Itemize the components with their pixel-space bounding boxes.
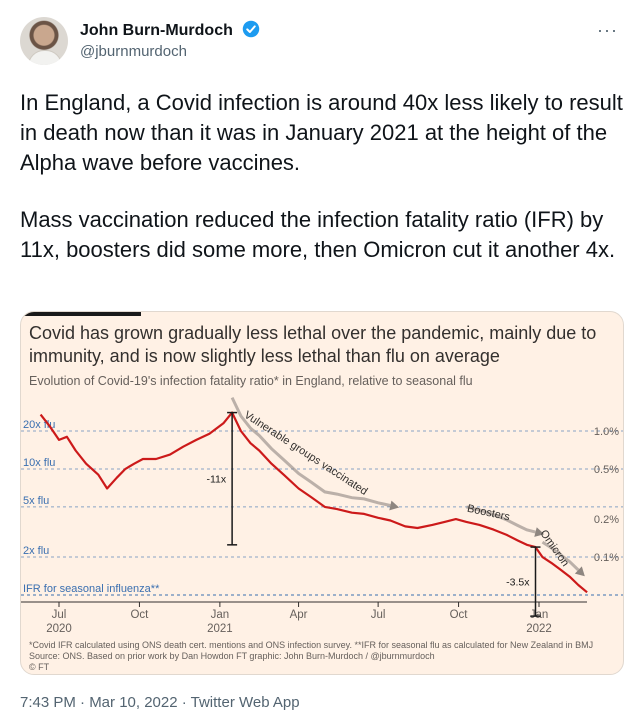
right-axis-label: 1.0% xyxy=(594,426,619,438)
x-tick-label: Jan xyxy=(211,609,230,621)
tweet-paragraph: Mass vaccination reduced the infection f… xyxy=(20,207,616,262)
x-tick-label: Oct xyxy=(130,609,149,621)
gridline-label: 5x flu xyxy=(23,495,49,507)
right-axis-label: 0.1% xyxy=(594,552,619,564)
verified-badge-icon xyxy=(243,20,260,38)
tweet-timestamp[interactable]: 7:43 PM · Mar 10, 2022 · Twitter Web App xyxy=(20,694,300,711)
tweet-paragraph: In England, a Covid infection is around … xyxy=(20,90,623,175)
chart-image[interactable]: Covid has grown gradually less lethal ov… xyxy=(20,311,624,675)
annotation-arrow xyxy=(466,505,536,534)
more-options-icon[interactable]: ··· xyxy=(597,20,618,40)
x-tick-label: Oct xyxy=(450,609,469,621)
range-label: -3.5x xyxy=(506,577,530,589)
x-tick-label: Jul xyxy=(371,609,386,621)
annotation-arrowhead xyxy=(389,500,400,511)
chart-footnotes: *Covid IFR calculated using ONS death ce… xyxy=(29,640,619,673)
chart-title: Covid has grown gradually less lethal ov… xyxy=(29,323,597,366)
tweet-text: In England, a Covid infection is around … xyxy=(20,88,625,292)
x-tick-year-label: 2021 xyxy=(207,623,233,635)
gridline-label: 2x flu xyxy=(23,545,49,557)
ft-top-bar xyxy=(21,312,141,316)
right-axis-label: 0.5% xyxy=(594,464,619,476)
annotation-label: Omicron xyxy=(537,528,571,569)
right-axis-label: 0.2% xyxy=(594,514,619,526)
ifr-series-line xyxy=(39,411,588,594)
author-handle[interactable]: @jburnmurdoch xyxy=(80,43,187,60)
footnote-line: *Covid IFR calculated using ONS death ce… xyxy=(29,640,594,650)
gridline-label: IFR for seasonal influenza** xyxy=(23,583,160,595)
footnote-line: Source: ONS. Based on prior work by Dan … xyxy=(29,651,435,661)
annotation-label: Boosters xyxy=(466,503,511,524)
x-tick-label: Jul xyxy=(52,609,67,621)
author-name[interactable]: John Burn-Murdoch xyxy=(80,22,233,39)
x-tick-label: Jan xyxy=(530,609,549,621)
range-label: -11x xyxy=(206,474,226,486)
annotation-arrow xyxy=(541,540,580,572)
gridline-label: 10x flu xyxy=(23,457,55,469)
x-tick-label: Apr xyxy=(290,609,308,621)
annotation-arrow xyxy=(230,396,391,507)
annotation-arrowhead xyxy=(534,527,545,537)
avatar[interactable] xyxy=(20,17,68,65)
chart-subtitle: Evolution of Covid-19's infection fatali… xyxy=(29,374,473,388)
footnote-line: © FT xyxy=(29,662,50,672)
annotation-arrowhead xyxy=(574,566,585,577)
x-tick-year-label: 2022 xyxy=(526,623,552,635)
x-tick-year-label: 2020 xyxy=(46,623,72,635)
author-name-row[interactable]: John Burn-Murdoch xyxy=(80,20,260,40)
